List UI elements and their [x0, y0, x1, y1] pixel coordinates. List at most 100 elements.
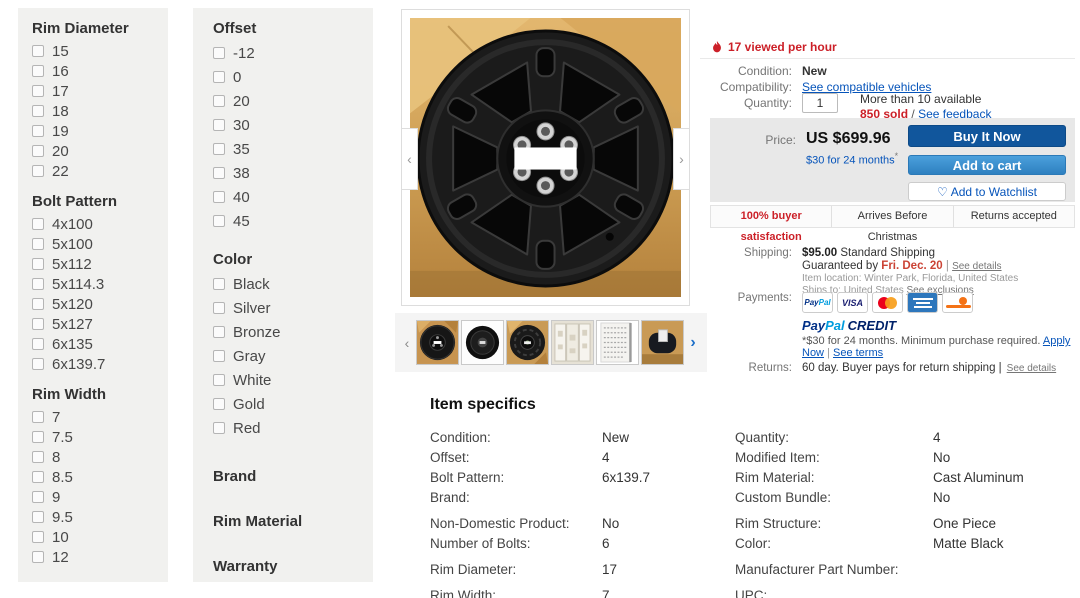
apply-now-link[interactable]: Apply Now — [802, 335, 1071, 359]
checkbox[interactable] — [213, 302, 225, 314]
buy-it-now-button[interactable]: Buy It Now — [908, 125, 1066, 147]
checkbox[interactable] — [32, 511, 44, 523]
thumbnail-document[interactable] — [596, 320, 639, 365]
filter-group-brand[interactable]: Brand — [213, 468, 373, 485]
checkbox[interactable] — [213, 422, 225, 434]
checkbox[interactable] — [213, 71, 225, 83]
filter-option-rim-diameter-18[interactable]: 18 — [32, 101, 168, 121]
thumbnail-wheel-in-box-2[interactable] — [506, 320, 549, 365]
filter-group-warranty[interactable]: Warranty — [213, 558, 373, 575]
filter-option-bolt-4x100[interactable]: 4x100 — [32, 214, 168, 234]
checkbox[interactable] — [32, 471, 44, 483]
filter-option-offset-35[interactable]: 35 — [213, 137, 373, 161]
checkbox[interactable] — [213, 167, 225, 179]
filter-option-width-7-5[interactable]: 7.5 — [32, 427, 168, 447]
filter-option-offset-40[interactable]: 40 — [213, 185, 373, 209]
filter-option-rim-diameter-19[interactable]: 19 — [32, 121, 168, 141]
checkbox[interactable] — [32, 258, 44, 270]
filter-option-bolt-5x127[interactable]: 5x127 — [32, 314, 168, 334]
filter-option-color-black[interactable]: Black — [213, 272, 373, 296]
add-to-cart-button[interactable]: Add to cart — [908, 155, 1066, 175]
filter-option-width-7[interactable]: 7 — [32, 407, 168, 427]
checkbox[interactable] — [213, 326, 225, 338]
product-image[interactable]: ‹ › — [401, 9, 690, 306]
filter-option-bolt-6x135[interactable]: 6x135 — [32, 334, 168, 354]
filter-option-bolt-5x100[interactable]: 5x100 — [32, 234, 168, 254]
filter-option-offset-30[interactable]: 30 — [213, 113, 373, 137]
filter-option-rim-diameter-20[interactable]: 20 — [32, 141, 168, 161]
checkbox[interactable] — [213, 47, 225, 59]
checkbox[interactable] — [213, 398, 225, 410]
checkbox[interactable] — [32, 105, 44, 117]
see-exclusions-link[interactable]: See exclusions — [906, 285, 974, 296]
filter-option-width-10[interactable]: 10 — [32, 527, 168, 547]
financing-text[interactable]: $30 for 24 months — [806, 154, 895, 167]
add-to-watchlist-button[interactable]: ♡ Add to Watchlist — [908, 182, 1066, 201]
checkbox[interactable] — [32, 125, 44, 137]
filter-option-width-8-5[interactable]: 8.5 — [32, 467, 168, 487]
checkbox[interactable] — [32, 551, 44, 563]
filter-option-color-white[interactable]: White — [213, 368, 373, 392]
checkbox[interactable] — [213, 215, 225, 227]
checkbox[interactable] — [213, 119, 225, 131]
filter-group-title[interactable]: Warranty — [213, 558, 278, 575]
filter-option-width-9[interactable]: 9 — [32, 487, 168, 507]
filter-option-bolt-5x120[interactable]: 5x120 — [32, 294, 168, 314]
filter-option-offset-45[interactable]: 45 — [213, 209, 373, 233]
checkbox[interactable] — [213, 191, 225, 203]
filter-option-offset-0[interactable]: 0 — [213, 65, 373, 89]
checkbox[interactable] — [32, 278, 44, 290]
filter-option-width-12[interactable]: 12 — [32, 547, 168, 567]
thumbnail-wheel-in-box[interactable] — [416, 320, 459, 365]
image-prev-button[interactable]: ‹ — [401, 128, 418, 190]
checkbox[interactable] — [32, 85, 44, 97]
filter-option-bolt-5x112[interactable]: 5x112 — [32, 254, 168, 274]
filter-option-rim-diameter-15[interactable]: 15 — [32, 41, 168, 61]
see-compatible-vehicles-link[interactable]: See compatible vehicles — [802, 80, 932, 94]
checkbox[interactable] — [32, 451, 44, 463]
checkbox[interactable] — [32, 238, 44, 250]
filter-option-color-silver[interactable]: Silver — [213, 296, 373, 320]
checkbox[interactable] — [32, 45, 44, 57]
filter-option-width-9-5[interactable]: 9.5 — [32, 507, 168, 527]
checkbox[interactable] — [213, 278, 225, 290]
filter-option-width-8[interactable]: 8 — [32, 447, 168, 467]
financing-link[interactable]: $30 for 24 months* — [806, 151, 898, 167]
see-feedback-link[interactable]: See feedback — [918, 107, 992, 121]
filter-option-rim-diameter-16[interactable]: 16 — [32, 61, 168, 81]
checkbox[interactable] — [213, 143, 225, 155]
thumbnails-next-button[interactable]: › — [685, 334, 701, 352]
checkbox[interactable] — [32, 318, 44, 330]
filter-option-offset-38[interactable]: 38 — [213, 161, 373, 185]
filter-option-rim-diameter-17[interactable]: 17 — [32, 81, 168, 101]
checkbox[interactable] — [32, 218, 44, 230]
filter-option-rim-diameter-22[interactable]: 22 — [32, 161, 168, 181]
filter-option-offset-20[interactable]: 20 — [213, 89, 373, 113]
filter-option-color-gold[interactable]: Gold — [213, 392, 373, 416]
filter-group-title[interactable]: Brand — [213, 468, 257, 485]
filter-option-color-red[interactable]: Red — [213, 416, 373, 440]
thumbnail-wheel-in-box-side[interactable] — [641, 320, 684, 365]
filter-option-offset--12[interactable]: -12 — [213, 41, 373, 65]
filter-option-bolt-5x114[interactable]: 5x114.3 — [32, 274, 168, 294]
checkbox[interactable] — [213, 95, 225, 107]
checkbox[interactable] — [32, 411, 44, 423]
checkbox[interactable] — [32, 298, 44, 310]
thumbnails-prev-button[interactable]: ‹ — [399, 335, 415, 351]
quantity-input[interactable] — [802, 93, 838, 113]
filter-option-color-bronze[interactable]: Bronze — [213, 320, 373, 344]
checkbox[interactable] — [32, 165, 44, 177]
sold-link[interactable]: 850 sold — [860, 107, 909, 121]
thumbnail-wheel-on-white[interactable] — [461, 320, 504, 365]
filter-option-bolt-6x139[interactable]: 6x139.7 — [32, 354, 168, 374]
filter-group-rim-material[interactable]: Rim Material — [213, 513, 373, 530]
checkbox[interactable] — [32, 358, 44, 370]
checkbox[interactable] — [32, 491, 44, 503]
thumbnail-stacked-boxes[interactable] — [551, 320, 594, 365]
see-terms-link[interactable]: See terms — [833, 347, 884, 359]
checkbox[interactable] — [32, 531, 44, 543]
shipping-see-details-link[interactable]: See details — [952, 261, 1002, 272]
checkbox[interactable] — [213, 374, 225, 386]
checkbox[interactable] — [213, 350, 225, 362]
checkbox[interactable] — [32, 145, 44, 157]
